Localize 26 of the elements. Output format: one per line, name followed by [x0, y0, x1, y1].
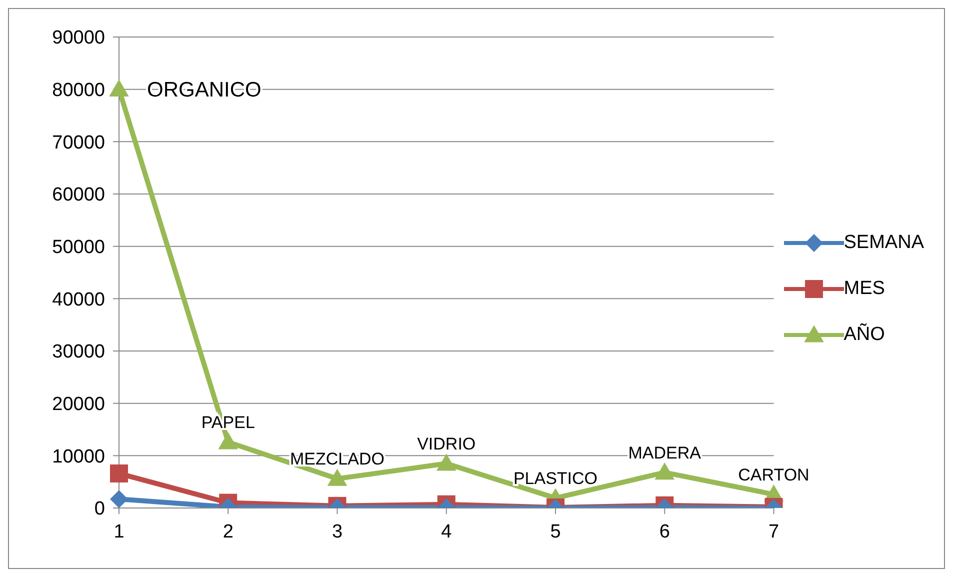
y-tick-label: 70000: [52, 132, 105, 154]
y-tick-label: 50000: [52, 237, 105, 258]
legend-label: AÑO: [844, 322, 885, 346]
y-tick-label: 60000: [52, 184, 105, 206]
annotation: MEZCLADO: [290, 450, 384, 469]
x-tick-label: 4: [441, 521, 452, 542]
y-tick-label: 20000: [52, 394, 105, 416]
y-tick-label: 0: [94, 498, 105, 520]
annotation: CARTON: [738, 465, 810, 484]
x-tick-label: 1: [114, 521, 124, 542]
y-tick-label: 90000: [52, 28, 105, 49]
x-tick-label: 7: [768, 521, 780, 542]
y-tick-label: 80000: [52, 80, 105, 102]
legend-label: SEMANA: [844, 230, 924, 254]
annotation: MADERA: [628, 443, 702, 462]
annotation: PLASTICO: [513, 469, 598, 488]
y-tick-label: 10000: [52, 446, 105, 468]
annotation: ORGANICO: [147, 78, 262, 102]
x-tick-label: 3: [332, 521, 343, 542]
annotation: VIDRIO: [417, 434, 476, 454]
y-tick-label: 30000: [52, 342, 105, 363]
x-tick-label: 6: [659, 521, 670, 542]
x-tick-label: 2: [222, 521, 234, 542]
legend-label: MES: [844, 276, 885, 300]
x-tick-label: 5: [550, 521, 561, 542]
y-tick-label: 40000: [52, 289, 105, 310]
